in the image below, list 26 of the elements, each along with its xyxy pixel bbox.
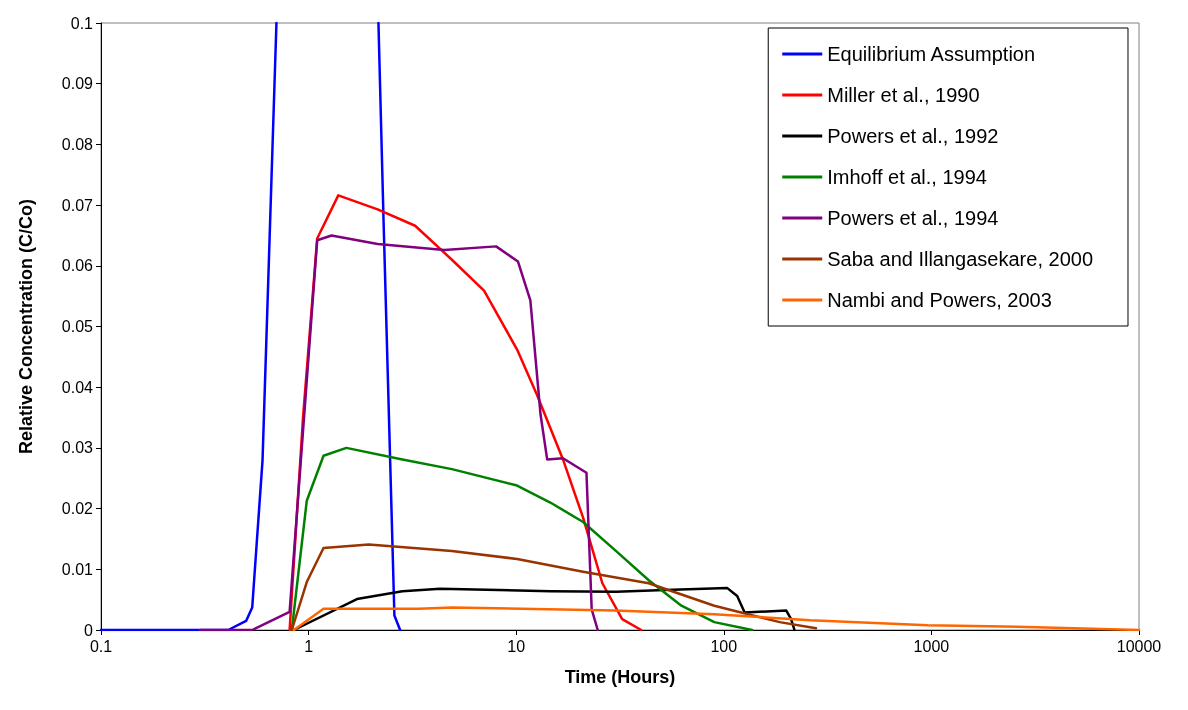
y-tick-label: 0.09: [61, 75, 94, 93]
x-axis-title: Time (Hours): [564, 667, 676, 687]
y-tick-label: 0.01: [61, 560, 94, 578]
y-tick-label: 0.02: [61, 500, 94, 518]
y-tick-label: 0.05: [61, 318, 94, 335]
legend-label: Powers et al., 1994: [827, 207, 999, 229]
x-tick-label: 1000: [913, 637, 950, 655]
x-tick-label: 10000: [1116, 637, 1162, 655]
legend-label: Equilibrium Assumption: [827, 43, 1036, 65]
x-tick-label: 100: [710, 637, 738, 655]
x-tick-label: 1: [304, 637, 314, 655]
x-tick-label: 10: [507, 637, 526, 655]
legend-label: Miller et al., 1990: [827, 84, 980, 106]
y-tick-label: 0.04: [61, 378, 94, 396]
y-axis-title: Relative Concentration (C/Co): [16, 198, 36, 455]
y-tick-label: 0.03: [61, 439, 94, 457]
y-tick-label: 0: [84, 621, 94, 639]
y-tick-label: 0.1: [70, 14, 94, 32]
y-tick-label: 0.07: [61, 196, 94, 214]
legend-label: Imhoff et al., 1994: [827, 166, 987, 188]
legend-label: Powers et al., 1992: [827, 125, 999, 147]
x-tick-label: 0.1: [89, 637, 113, 655]
y-tick-label: 0.06: [61, 257, 94, 275]
y-tick-label: 0.08: [61, 135, 94, 153]
legend-label: Saba and Illangasekare, 2000: [827, 248, 1093, 270]
legend-label: Nambi and Powers, 2003: [827, 289, 1052, 311]
